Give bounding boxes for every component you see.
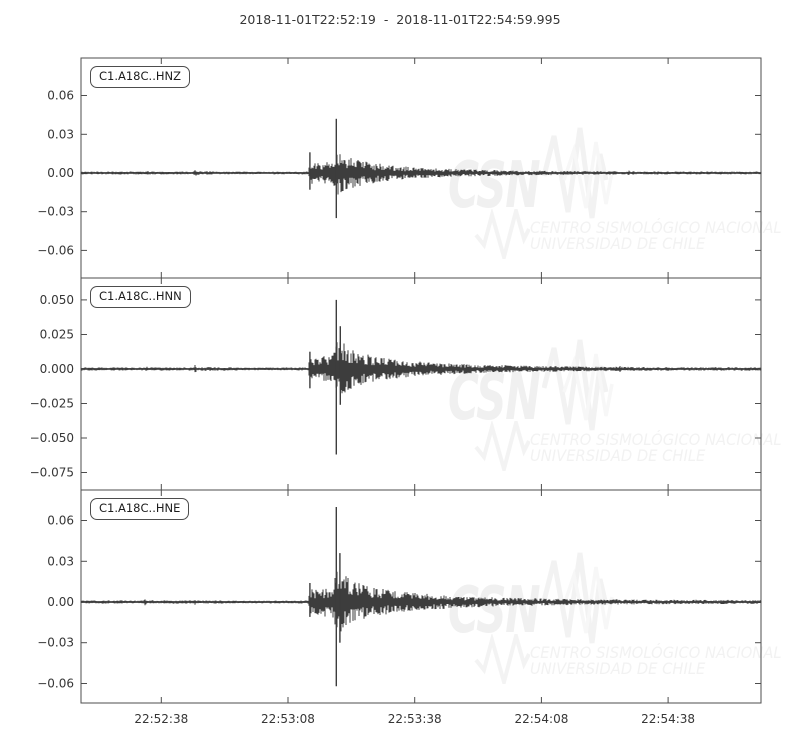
trace-1 [80, 154, 762, 195]
figure-title: 2018-11-01T22:52:19 - 2018-11-01T22:54:5… [239, 12, 561, 27]
x-tick-label: 22:54:38 [641, 712, 695, 726]
y-tick-label: 0.06 [47, 514, 74, 528]
y-tick-label: −0.025 [30, 397, 74, 411]
trace-2 [80, 342, 762, 394]
y-tick-label: −0.050 [30, 431, 74, 445]
axes-frame [80, 57, 762, 279]
y-tick-label: 0.00 [47, 166, 74, 180]
y-tick-label: 0.03 [47, 127, 74, 141]
channel-label: C1.A18C..HNE [90, 498, 190, 520]
channel-label: C1.A18C..HNN [90, 286, 191, 308]
axes-frame [80, 489, 762, 704]
subplot-1: 0.06 0.03 0.00 −0.03 −0.06 [37, 57, 762, 279]
channel-label: C1.A18C..HNZ [90, 66, 190, 88]
y-tick-label: 0.025 [40, 328, 74, 342]
y-tick-label: 0.000 [40, 362, 74, 376]
y-tick-label: −0.03 [37, 205, 74, 219]
axes-frame [80, 277, 762, 491]
x-axis-labels: 22:52:38 22:53:08 22:53:38 22:54:08 22:54:38 [134, 712, 695, 726]
y-tick-label: −0.06 [37, 243, 74, 257]
y-tick-label: 0.050 [40, 293, 74, 307]
x-tick-label: 22:53:38 [388, 712, 442, 726]
y-tick-label: 0.06 [47, 89, 74, 103]
y-tick-label: −0.03 [37, 636, 74, 650]
subplot-2: 0.050 0.025 0.000 −0.025 −0.050 −0.075 [30, 277, 762, 491]
y-tick-label: 0.00 [47, 595, 74, 609]
x-tick-label: 22:53:08 [261, 712, 315, 726]
x-tick-label: 22:54:08 [514, 712, 568, 726]
y-tick-label: 0.03 [47, 554, 74, 568]
y-tick-label: −0.075 [30, 466, 74, 480]
x-tick-label: 22:52:38 [134, 712, 188, 726]
trace-3 [80, 571, 762, 632]
subplot-3: 0.06 0.03 0.00 −0.03 −0.06 [37, 489, 762, 704]
y-tick-label: −0.06 [37, 677, 74, 691]
